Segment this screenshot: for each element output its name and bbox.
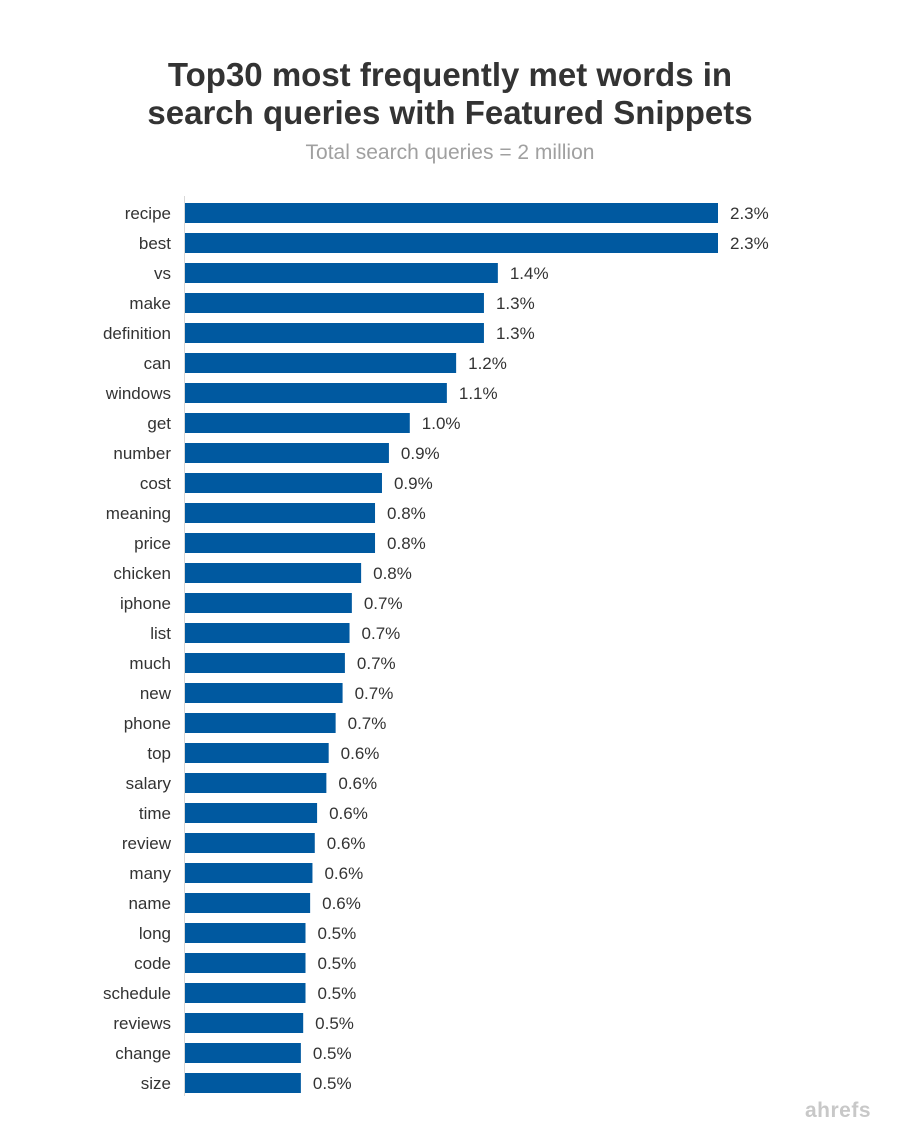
ahrefs-logo: ahrefs xyxy=(805,1099,872,1122)
bar-best xyxy=(185,233,718,253)
category-label-new: new xyxy=(140,684,172,703)
bar-code xyxy=(185,953,306,973)
chart-title: Top30 most frequently met words in searc… xyxy=(0,56,900,132)
category-label-size: size xyxy=(141,1074,171,1093)
data-label-schedule: 0.5% xyxy=(318,984,357,1003)
category-label-number: number xyxy=(113,444,171,463)
bar-size xyxy=(185,1073,301,1093)
data-label-vs: 1.4% xyxy=(510,264,549,283)
data-label-recipe: 2.3% xyxy=(730,204,769,223)
bar-phone xyxy=(185,713,336,733)
category-label-long: long xyxy=(139,924,171,943)
category-label-cost: cost xyxy=(140,474,171,493)
bar-windows xyxy=(185,383,447,403)
data-label-size: 0.5% xyxy=(313,1074,352,1093)
category-label-many: many xyxy=(129,864,171,883)
category-label-price: price xyxy=(134,534,171,553)
category-label-list: list xyxy=(150,624,171,643)
category-label-code: code xyxy=(134,954,171,973)
data-label-list: 0.7% xyxy=(362,624,401,643)
category-label-make: make xyxy=(129,294,171,313)
bar-new xyxy=(185,683,343,703)
data-label-change: 0.5% xyxy=(313,1044,352,1063)
category-label-vs: vs xyxy=(154,264,171,283)
bar-price xyxy=(185,533,376,553)
data-label-much: 0.7% xyxy=(357,654,396,673)
category-label-reviews: reviews xyxy=(113,1014,171,1033)
category-label-phone: phone xyxy=(124,714,171,733)
data-label-phone: 0.7% xyxy=(348,714,387,733)
bar-iphone xyxy=(185,593,352,613)
bar-much xyxy=(185,653,345,673)
data-label-price: 0.8% xyxy=(387,534,426,553)
data-label-get: 1.0% xyxy=(422,414,461,433)
data-label-number: 0.9% xyxy=(401,444,440,463)
bar-long xyxy=(185,923,306,943)
data-label-reviews: 0.5% xyxy=(315,1014,354,1033)
bar-name xyxy=(185,893,311,913)
data-label-best: 2.3% xyxy=(730,234,769,253)
data-label-long: 0.5% xyxy=(318,924,357,943)
bar-chicken xyxy=(185,563,362,583)
category-label-schedule: schedule xyxy=(103,984,171,1003)
category-label-review: review xyxy=(122,834,172,853)
category-label-chicken: chicken xyxy=(113,564,171,583)
category-label-change: change xyxy=(115,1044,171,1063)
data-label-cost: 0.9% xyxy=(394,474,433,493)
bar-make xyxy=(185,293,484,313)
bar-schedule xyxy=(185,983,306,1003)
bar-top xyxy=(185,743,329,763)
category-label-meaning: meaning xyxy=(106,504,171,523)
data-label-many: 0.6% xyxy=(324,864,363,883)
category-label-definition: definition xyxy=(103,324,171,343)
bar-time xyxy=(185,803,318,823)
category-label-iphone: iphone xyxy=(120,594,171,613)
data-label-time: 0.6% xyxy=(329,804,368,823)
bar-reviews xyxy=(185,1013,304,1033)
bar-salary xyxy=(185,773,327,793)
category-label-top: top xyxy=(147,744,171,763)
chart-subtitle: Total search queries = 2 million xyxy=(305,141,595,164)
bar-vs xyxy=(185,263,498,283)
data-label-iphone: 0.7% xyxy=(364,594,403,613)
data-label-review: 0.6% xyxy=(327,834,366,853)
category-label-best: best xyxy=(139,234,171,253)
bar-list xyxy=(185,623,350,643)
category-label-windows: windows xyxy=(105,384,171,403)
bar-review xyxy=(185,833,315,853)
category-label-recipe: recipe xyxy=(125,204,171,223)
bar-cost xyxy=(185,473,382,493)
bar-meaning xyxy=(185,503,376,523)
category-label-can: can xyxy=(144,354,171,373)
chart-title-line-2: search queries with Featured Snippets xyxy=(147,94,753,131)
bar-definition xyxy=(185,323,484,343)
data-label-new: 0.7% xyxy=(355,684,394,703)
data-label-code: 0.5% xyxy=(318,954,357,973)
category-label-name: name xyxy=(128,894,171,913)
data-label-chicken: 0.8% xyxy=(373,564,412,583)
category-label-much: much xyxy=(129,654,171,673)
bar-recipe xyxy=(185,203,718,223)
category-label-time: time xyxy=(139,804,171,823)
data-label-can: 1.2% xyxy=(468,354,507,373)
data-label-top: 0.6% xyxy=(341,744,380,763)
data-label-name: 0.6% xyxy=(322,894,361,913)
chart-title-line-1: Top30 most frequently met words in xyxy=(167,56,733,93)
bar-number xyxy=(185,443,389,463)
bar-can xyxy=(185,353,457,373)
bar-get xyxy=(185,413,410,433)
data-label-definition: 1.3% xyxy=(496,324,535,343)
data-label-make: 1.3% xyxy=(496,294,535,313)
data-label-meaning: 0.8% xyxy=(387,504,426,523)
category-label-get: get xyxy=(147,414,171,433)
data-label-windows: 1.1% xyxy=(459,384,498,403)
category-label-salary: salary xyxy=(126,774,172,793)
data-label-salary: 0.6% xyxy=(338,774,377,793)
bar-many xyxy=(185,863,313,883)
bar-change xyxy=(185,1043,301,1063)
